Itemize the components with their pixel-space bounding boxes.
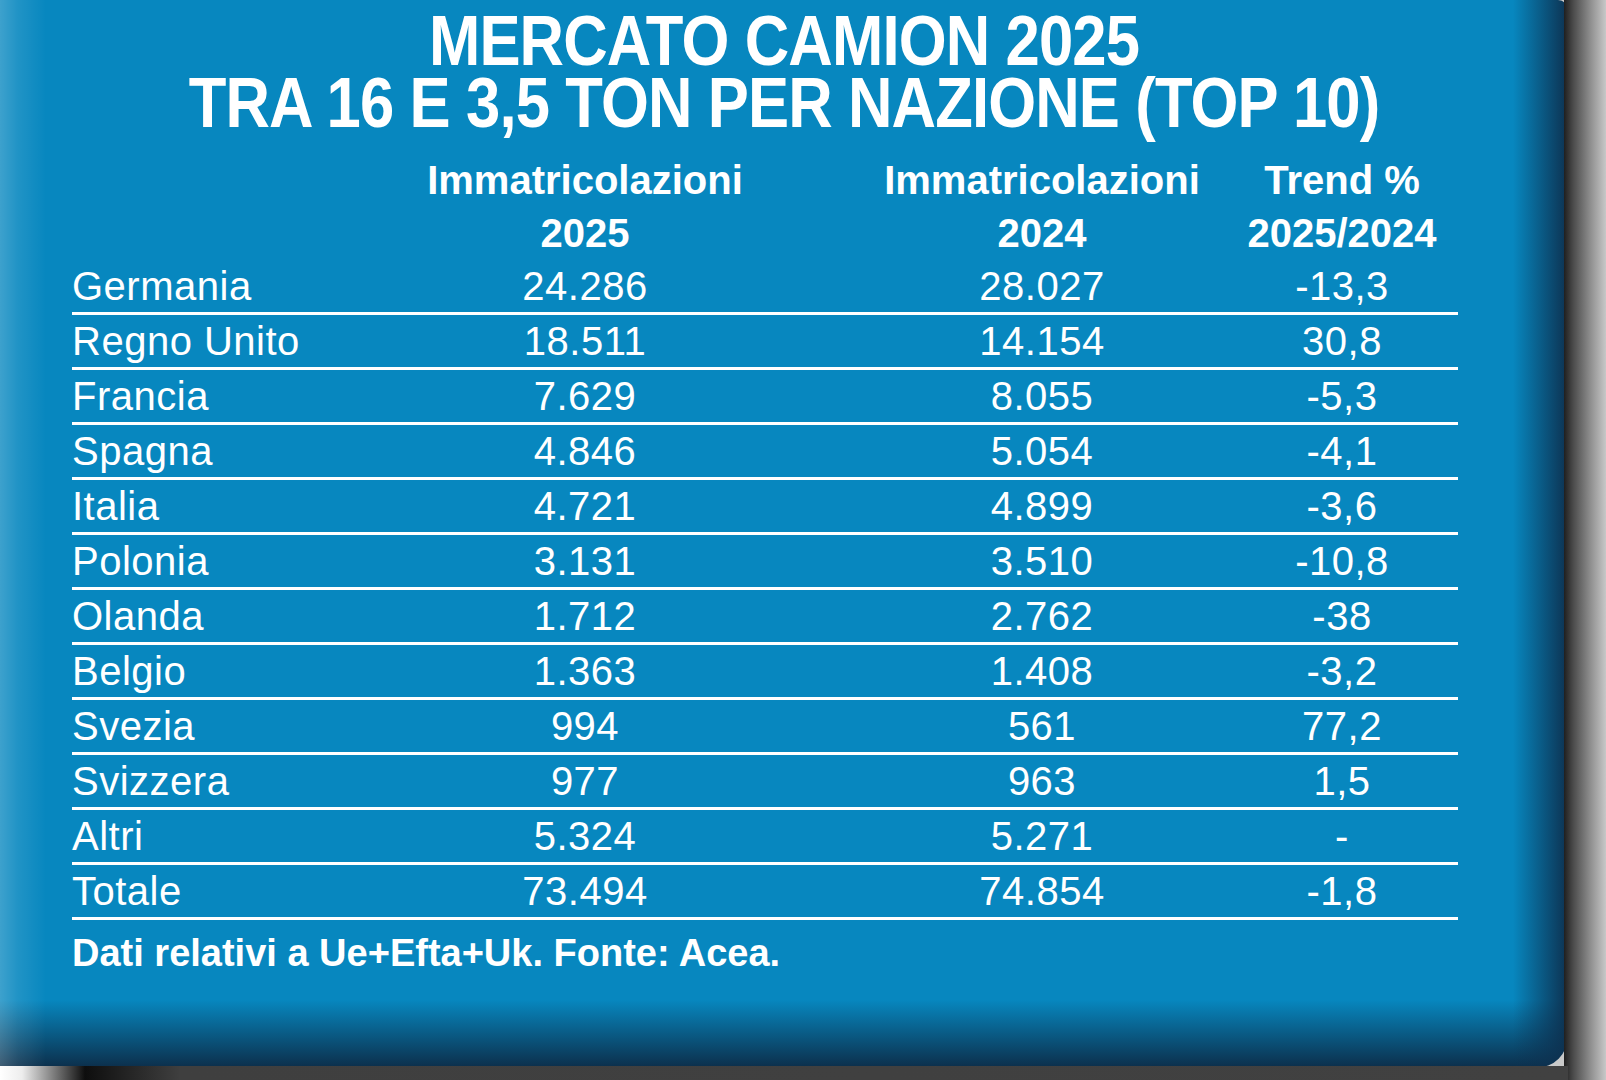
country-label: Germania	[72, 260, 312, 312]
table-header: Immatricolazioni 2025 Immatricolazioni 2…	[72, 154, 1458, 260]
page-title: MERCATO CAMION 2025 TRA 16 E 3,5 TON PER…	[94, 10, 1474, 134]
country-label: Belgio	[72, 645, 312, 697]
trend-percent-value: 30,8	[1226, 315, 1458, 367]
trend-percent-value: -5,3	[1226, 370, 1458, 422]
registrations-2024-value: 561	[858, 700, 1226, 752]
country-label: Totale	[72, 865, 312, 917]
header-registrations-2025-label: Immatricolazioni	[312, 154, 858, 207]
trend-percent-value: -3,2	[1226, 645, 1458, 697]
table-row: Italia 4.721 4.899 -3,6	[72, 480, 1458, 535]
country-label: Spagna	[72, 425, 312, 477]
trend-percent-value: 1,5	[1226, 755, 1458, 807]
registrations-2025-value: 24.286	[312, 260, 858, 312]
table-row: Svezia 994 561 77,2	[72, 700, 1458, 755]
registrations-2025-value: 5.324	[312, 810, 858, 862]
registrations-2024-value: 5.054	[858, 425, 1226, 477]
registrations-2025-value: 73.494	[312, 865, 858, 917]
country-label: Italia	[72, 480, 312, 532]
infographic-panel: MERCATO CAMION 2025 TRA 16 E 3,5 TON PER…	[0, 0, 1568, 1068]
header-nation-spacer	[72, 154, 312, 260]
table-row: Altri 5.324 5.271 -	[72, 810, 1458, 865]
trend-percent-value: -1,8	[1226, 865, 1458, 917]
header-trend-label: Trend %	[1226, 154, 1458, 207]
table-row: Belgio 1.363 1.408 -3,2	[72, 645, 1458, 700]
registrations-2025-value: 1.363	[312, 645, 858, 697]
header-registrations-2024-year: 2024	[858, 207, 1226, 260]
registrations-2024-value: 4.899	[858, 480, 1226, 532]
trend-percent-value: -4,1	[1226, 425, 1458, 477]
trend-percent-value: -13,3	[1226, 260, 1458, 312]
data-table: Immatricolazioni 2025 Immatricolazioni 2…	[72, 154, 1458, 975]
table-row: Regno Unito 18.511 14.154 30,8	[72, 315, 1458, 370]
registrations-2024-value: 8.055	[858, 370, 1226, 422]
country-label: Regno Unito	[72, 315, 312, 367]
header-trend: Trend % 2025/2024	[1226, 154, 1458, 260]
country-label: Svizzera	[72, 755, 312, 807]
registrations-2024-value: 28.027	[858, 260, 1226, 312]
registrations-2025-value: 1.712	[312, 590, 858, 642]
header-trend-years: 2025/2024	[1226, 207, 1458, 260]
table-row: Germania 24.286 28.027 -13,3	[72, 260, 1458, 315]
registrations-2025-value: 994	[312, 700, 858, 752]
trend-percent-value: -3,6	[1226, 480, 1458, 532]
country-label: Altri	[72, 810, 312, 862]
registrations-2024-value: 2.762	[858, 590, 1226, 642]
country-label: Francia	[72, 370, 312, 422]
header-registrations-2024: Immatricolazioni 2024	[858, 154, 1226, 260]
table-row: Olanda 1.712 2.762 -38	[72, 590, 1458, 645]
registrations-2024-value: 3.510	[858, 535, 1226, 587]
header-registrations-2025-year: 2025	[312, 207, 858, 260]
header-registrations-2024-label: Immatricolazioni	[858, 154, 1226, 207]
registrations-2025-value: 3.131	[312, 535, 858, 587]
registrations-2024-value: 14.154	[858, 315, 1226, 367]
registrations-2024-value: 5.271	[858, 810, 1226, 862]
header-registrations-2025: Immatricolazioni 2025	[312, 154, 858, 260]
table-row: Totale 73.494 74.854 -1,8	[72, 865, 1458, 920]
country-label: Polonia	[72, 535, 312, 587]
country-label: Olanda	[72, 590, 312, 642]
table-row: Polonia 3.131 3.510 -10,8	[72, 535, 1458, 590]
registrations-2024-value: 963	[858, 755, 1226, 807]
page-edge-bottom	[0, 1066, 1568, 1080]
page-edge-right	[1564, 0, 1606, 1080]
title-line-1: MERCATO CAMION 2025	[94, 10, 1474, 72]
trend-percent-value: -10,8	[1226, 535, 1458, 587]
country-label: Svezia	[72, 700, 312, 752]
table-body: Germania 24.286 28.027 -13,3 Regno Unito…	[72, 260, 1458, 920]
table-row: Svizzera 977 963 1,5	[72, 755, 1458, 810]
table-row: Spagna 4.846 5.054 -4,1	[72, 425, 1458, 480]
trend-percent-value: -38	[1226, 590, 1458, 642]
trend-percent-value: -	[1226, 810, 1458, 862]
trend-percent-value: 77,2	[1226, 700, 1458, 752]
registrations-2025-value: 4.846	[312, 425, 858, 477]
source-note: Dati relativi a Ue+Efta+Uk. Fonte: Acea.	[72, 932, 1458, 975]
registrations-2025-value: 7.629	[312, 370, 858, 422]
registrations-2025-value: 4.721	[312, 480, 858, 532]
title-line-2: TRA 16 E 3,5 TON PER NAZIONE (TOP 10)	[94, 72, 1474, 134]
registrations-2025-value: 18.511	[312, 315, 858, 367]
registrations-2024-value: 1.408	[858, 645, 1226, 697]
table-row: Francia 7.629 8.055 -5,3	[72, 370, 1458, 425]
registrations-2024-value: 74.854	[858, 865, 1226, 917]
registrations-2025-value: 977	[312, 755, 858, 807]
